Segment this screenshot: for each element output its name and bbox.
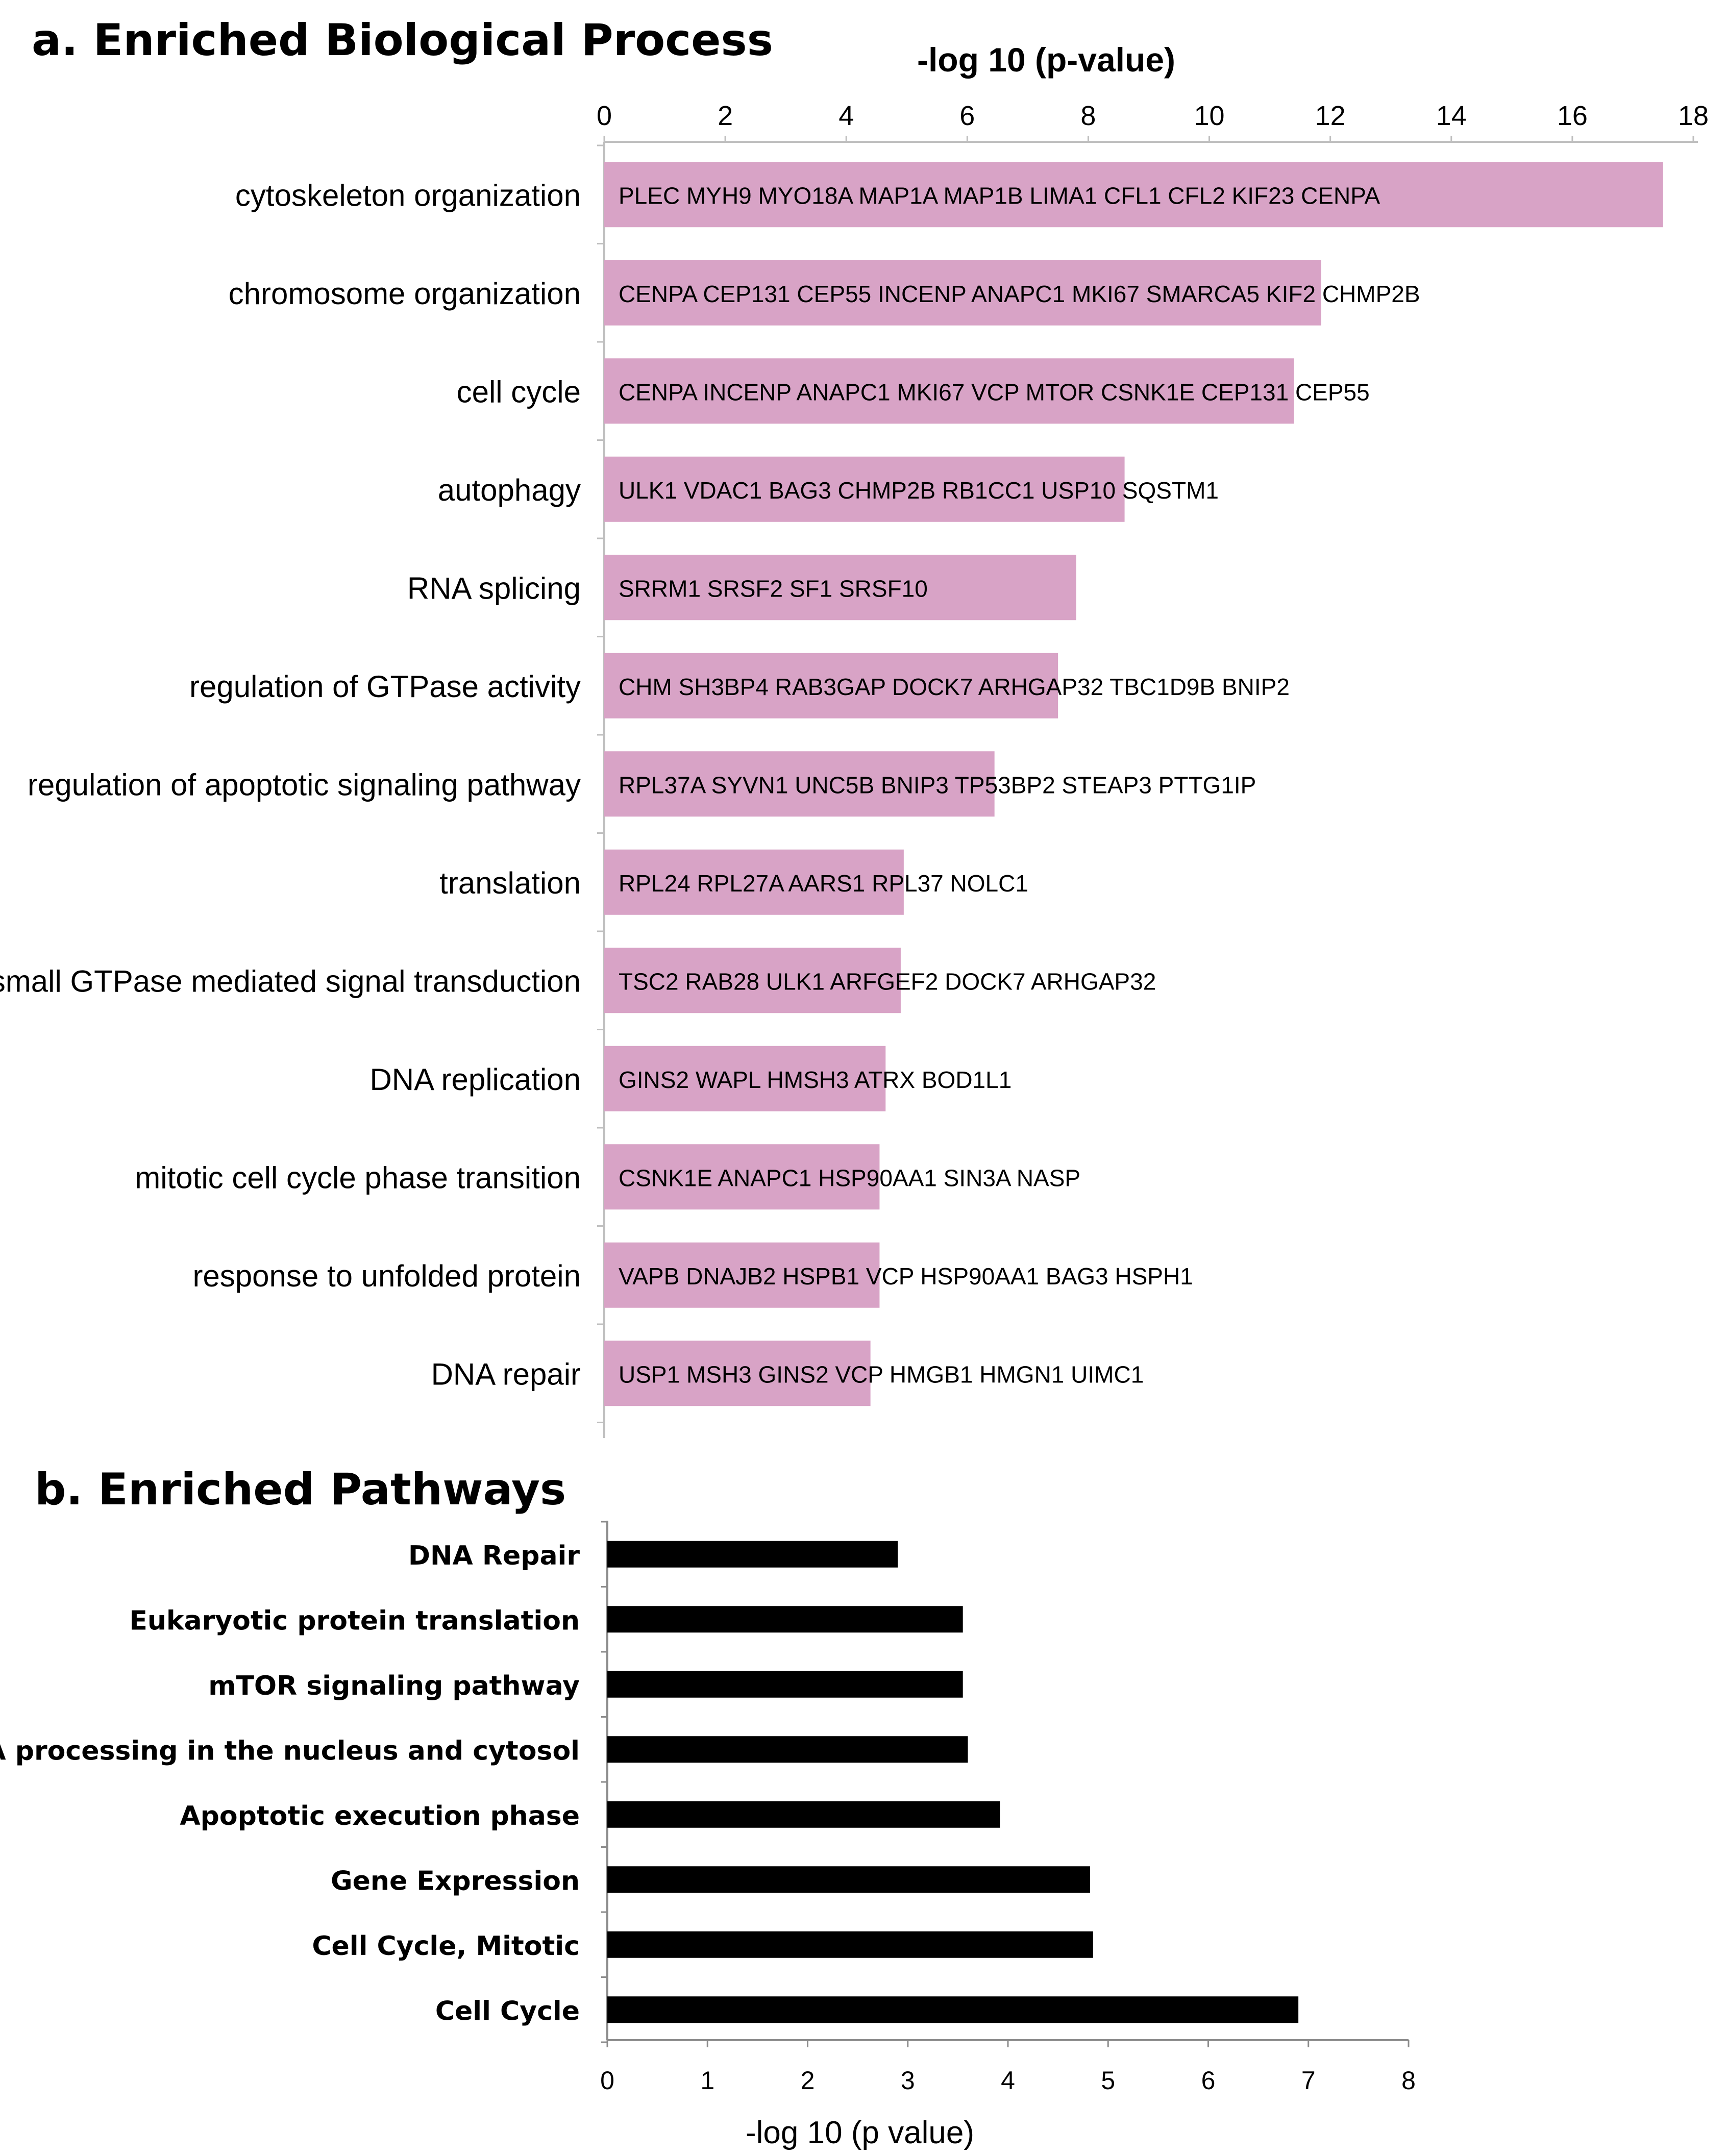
panel-b-x-ticks: 0 1 2 3 4 5 6 7 8: [600, 2040, 1416, 2095]
panel-a-category-label: mitotic cell cycle phase transition: [135, 1160, 581, 1195]
panel-b-x-tick-label: 7: [1301, 2066, 1316, 2095]
panel-b-category-label: DNA Repair: [408, 1541, 580, 1571]
panel-a-bar: [604, 1242, 880, 1308]
panel-a-category-label: chromosome organization: [229, 277, 581, 311]
panel-a-category-label: DNA repair: [431, 1357, 581, 1391]
panel-a-bars: [604, 162, 1663, 1406]
panel-a-title: a. Enriched Biological Process: [32, 15, 773, 66]
panel-a-bar: [604, 358, 1294, 424]
panel-a-category-label: cytoskeleton organization: [235, 178, 581, 212]
panel-a-gene-list: USP1 MSH3 GINS2 VCP HMGB1 HMGN1 UIMC1: [619, 1361, 1144, 1387]
panel-a-gene-list: RPL37A SYVN1 UNC5B BNIP3 TP53BP2 STEAP3 …: [619, 772, 1256, 798]
panel-a-category-label: DNA replication: [369, 1062, 581, 1097]
panel-a-bar: [604, 948, 901, 1013]
panel-a-gene-list: ULK1 VDAC1 BAG3 CHMP2B RB1CC1 USP10 SQST…: [619, 477, 1219, 504]
panel-a-x-tick-label: 2: [718, 101, 733, 131]
panel-a-bar: [604, 555, 1076, 621]
panel-a-x-tick-label: 8: [1080, 101, 1096, 131]
panel-a-x-tick-label: 12: [1315, 101, 1346, 131]
panel-a-x-tick-label: 18: [1678, 101, 1709, 131]
panel-a-gene-list: VAPB DNAJB2 HSPB1 VCP HSP90AA1 BAG3 HSPH…: [619, 1263, 1193, 1290]
panel-a-bar: [604, 1341, 871, 1406]
panel-a-gene-list: CSNK1E ANAPC1 HSP90AA1 SIN3A NASP: [619, 1164, 1080, 1191]
panel-a-bar: [604, 162, 1663, 228]
panel-b-category-label: Apoptotic execution phase: [180, 1801, 580, 1831]
panel-a-y-tick-marks: [597, 144, 604, 1423]
panel-b-category-label: Gene Expression: [331, 1866, 580, 1896]
panel-a-gene-list: CENPA CEP131 CEP55 INCENP ANAPC1 MKI67 S…: [619, 281, 1420, 307]
panel-b-bar: [607, 1801, 1000, 1828]
panel-a-x-tick-label: 0: [597, 101, 612, 131]
panel-a-category-label: response to unfolded protein: [192, 1259, 581, 1293]
panel-b-category-label: Cell Cycle: [435, 1996, 580, 2026]
panel-a-bar: [604, 751, 995, 817]
panel-a-gene-list: SRRM1 SRSF2 SF1 SRSF10: [619, 575, 928, 602]
panel-b-category-label: Eukaryotic protein translation: [129, 1605, 580, 1636]
panel-a-bar: [604, 849, 904, 915]
panel-a-gene-list: CHM SH3BP4 RAB3GAP DOCK7 ARHGAP32 TBC1D9…: [619, 674, 1290, 700]
panel-a-category-label: RNA splicing: [407, 571, 581, 605]
panel-b-x-tick-label: 3: [901, 2066, 915, 2095]
panel-b-y-tick-marks: [601, 1521, 607, 2043]
panel-b-bar: [607, 1606, 963, 1633]
panel-a-gene-list: TSC2 RAB28 ULK1 ARFGEF2 DOCK7 ARHGAP32: [619, 968, 1156, 995]
panel-b-title: b. Enriched Pathways: [35, 1464, 566, 1515]
panel-a-category-label: regulation of GTPase activity: [189, 670, 581, 704]
panel-b-category-label: Cell Cycle, Mitotic: [312, 1931, 580, 1962]
panel-b-x-tick-label: 0: [600, 2066, 614, 2095]
panel-a-gene-list: GINS2 WAPL HMSH3 ATRX BOD1L1: [619, 1067, 1011, 1093]
panel-b-x-tick-label: 5: [1101, 2066, 1115, 2095]
panel-a-bar: [604, 1046, 886, 1111]
panel-b-category-labels: DNA Repair Eukaryotic protein translation…: [0, 1541, 580, 2027]
panel-b-category-label: mTOR signaling pathway: [208, 1671, 580, 1701]
panel-a-x-tick-label: 6: [959, 101, 975, 131]
panel-a-category-label: regulation of apoptotic signaling pathwa…: [28, 767, 581, 802]
panel-b-x-tick-label: 4: [1001, 2066, 1015, 2095]
panel-a-bar: [604, 653, 1058, 718]
panel-a-x-tick-label: 4: [838, 101, 854, 131]
panel-a-category-label: cell cycle: [457, 375, 581, 409]
panel-a-category-label: translation: [439, 866, 581, 900]
panel-a-gene-list: PLEC MYH9 MYO18A MAP1A MAP1B LIMA1 CFL1 …: [619, 182, 1380, 209]
panel-a-x-tick-label: 14: [1436, 101, 1467, 131]
panel-b-bar: [607, 1671, 963, 1698]
panel-b-category-label: rRNA processing in the nucleus and cytos…: [0, 1736, 580, 1766]
panel-b-pathways-chart: b. Enriched Pathways 0 1 2 3 4 5 6 7 8 DNA Repai…: [0, 1464, 1416, 2150]
panel-b-x-tick-label: 1: [700, 2066, 714, 2095]
panel-a-x-axis-title: -log 10 (p-value): [917, 41, 1175, 79]
panel-b-x-axis-title: -log 10 (p value): [746, 2115, 974, 2150]
panel-b-x-tick-label: 2: [801, 2066, 815, 2095]
panel-b-bar: [607, 1996, 1299, 2023]
panel-a-x-tick-label: 16: [1557, 101, 1588, 131]
panel-a-bar: [604, 456, 1125, 522]
panel-b-bar: [607, 1541, 898, 1568]
panel-a-x-tick-label: 10: [1194, 101, 1225, 131]
panel-b-bar: [607, 1931, 1093, 1958]
panel-a-category-label: autophagy: [438, 473, 581, 507]
panel-b-bar: [607, 1866, 1090, 1893]
panel-a-bar: [604, 1144, 880, 1210]
panel-b-bars: [607, 1541, 1299, 2023]
panel-a-category-label: small GTPase mediated signal transductio…: [0, 964, 581, 998]
panel-a-gene-list: RPL24 RPL27A AARS1 RPL37 NOLC1: [619, 870, 1028, 897]
panel-a-x-ticks: 0 2 4 6 8 10 12 14 16 18: [597, 101, 1709, 142]
panel-a-category-labels: cytoskeleton organization chromosome orga…: [0, 178, 581, 1391]
panel-a-gene-annotations: PLEC MYH9 MYO18A MAP1A MAP1B LIMA1 CFL1 …: [619, 182, 1420, 1387]
panel-a-gene-list: CENPA INCENP ANAPC1 MKI67 VCP MTOR CSNK1…: [619, 379, 1370, 405]
panel-a-bar: [604, 260, 1321, 326]
panel-b-x-tick-label: 8: [1401, 2066, 1416, 2095]
panel-a-biological-process-chart: a. Enriched Biological Process -log 10 (…: [0, 15, 1709, 1438]
panel-b-bar: [607, 1736, 968, 1763]
panel-b-x-tick-label: 6: [1201, 2066, 1216, 2095]
